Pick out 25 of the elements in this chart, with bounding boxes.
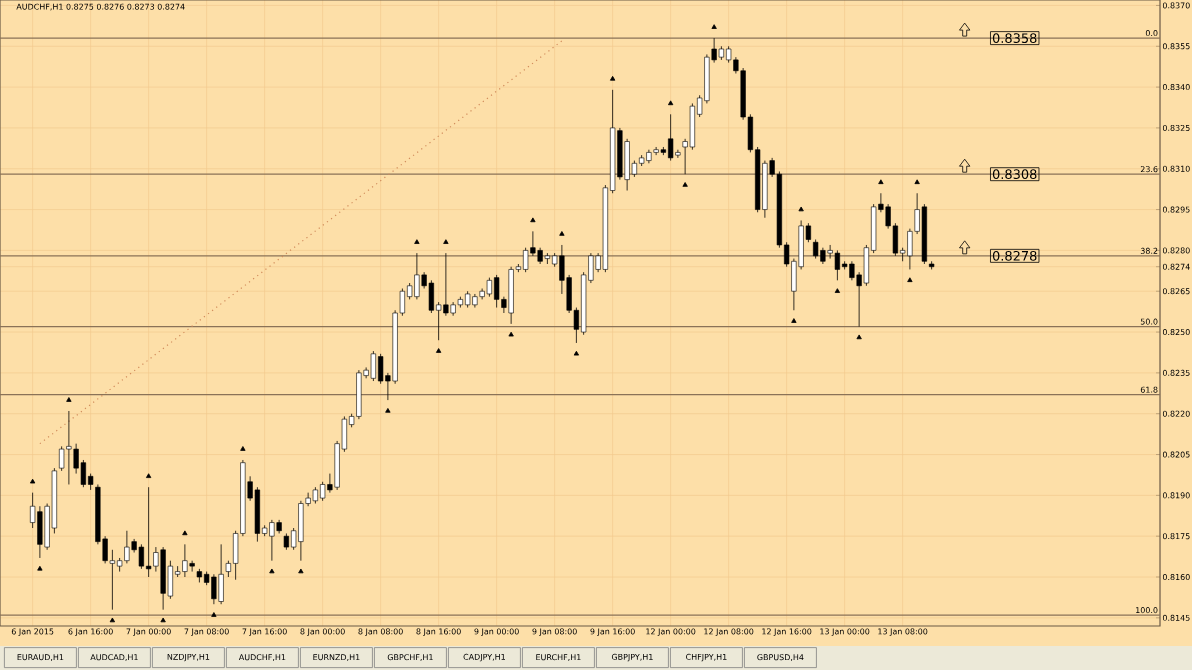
candlestick [428,279,434,314]
candlestick [182,543,188,578]
candlestick [414,252,420,300]
candlestick [486,277,492,298]
candlestick [508,266,514,325]
candlestick [269,519,275,562]
candlestick [668,113,674,161]
candlestick [124,530,130,564]
candlestick [211,573,217,605]
candlestick [356,369,362,420]
candlestick [189,560,195,572]
candlestick [443,252,449,317]
candlestick [813,239,819,259]
candlestick [834,250,840,281]
candlestick [298,500,304,562]
candlestick [370,350,376,382]
candlestick [138,543,144,570]
candlestick [494,274,500,308]
candlestick [320,481,326,502]
candlestick [160,546,166,611]
candlestick [218,543,224,605]
candlestick [146,486,152,578]
candlestick [37,505,43,559]
candlestick [472,293,478,308]
candlestick [66,410,72,485]
